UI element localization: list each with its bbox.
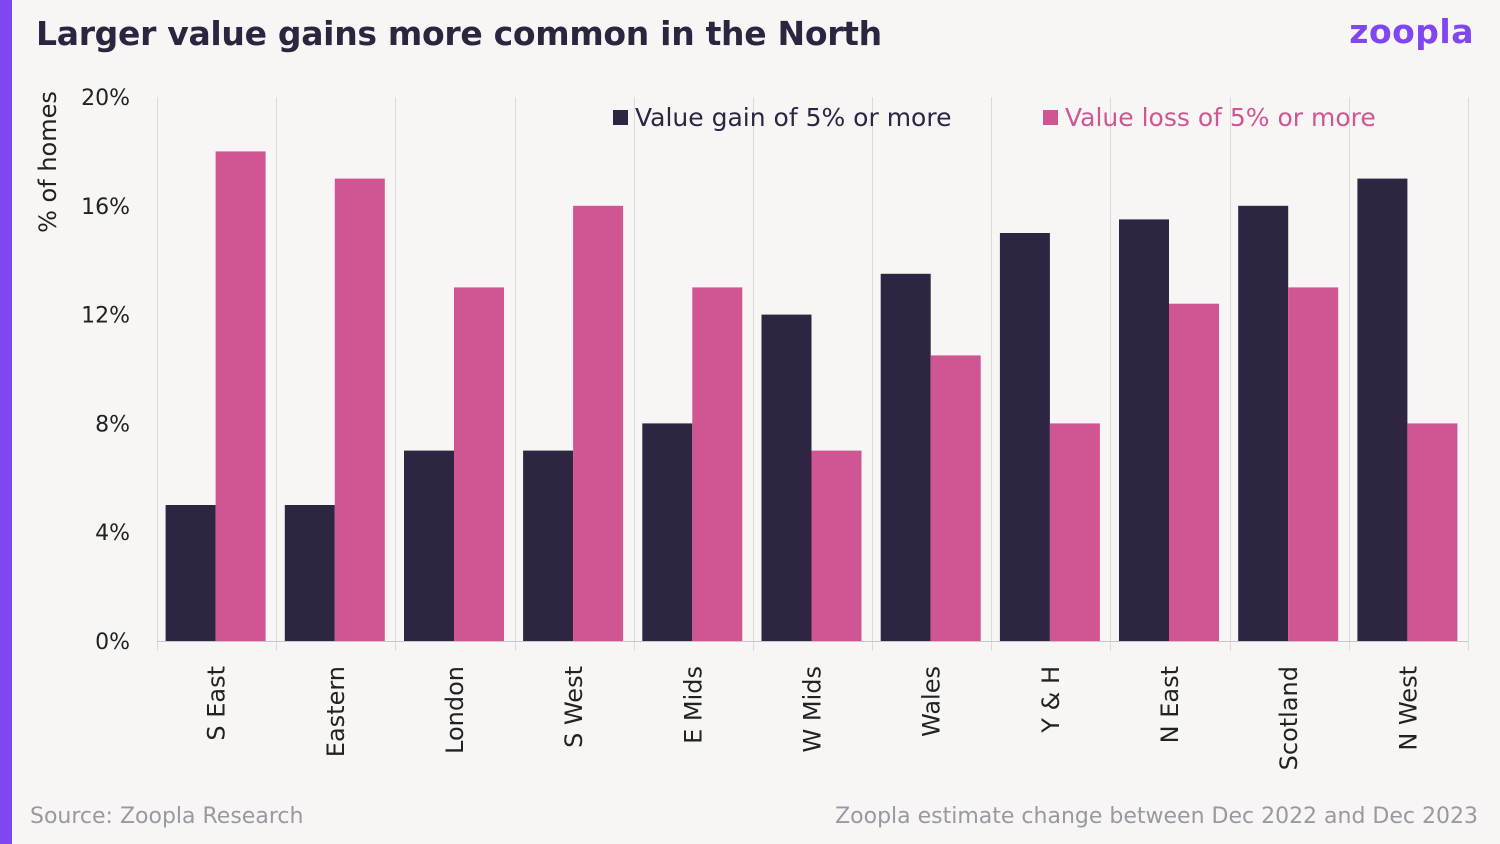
x-axis-categories: S East Eastern London S West E Mids W Mids Wal… <box>203 666 1423 770</box>
chart-bars <box>165 151 1458 642</box>
bar-gain-w-mids <box>761 314 812 641</box>
zoopla-logo: zoopla <box>1349 12 1474 51</box>
bar-gain-eastern <box>284 505 335 641</box>
bar-loss-scotland <box>1288 287 1339 641</box>
bar-gain-london <box>404 450 454 641</box>
legend: Value gain of 5% or more Value loss of 5… <box>613 103 1376 132</box>
bar-loss-n-east <box>1169 303 1219 641</box>
y-tick-label: 20% <box>81 86 130 111</box>
x-category-label: S West <box>560 666 588 748</box>
x-category-label: Y & H <box>1037 666 1065 734</box>
bar-loss-w-mids <box>811 450 862 641</box>
bar-gain-n-east <box>1119 219 1169 641</box>
bar-gain-s-west <box>523 450 574 641</box>
chart-grid <box>157 97 1469 651</box>
bar-gain-n-west <box>1357 178 1408 641</box>
y-tick-label: 4% <box>95 521 130 546</box>
accent-bar <box>0 0 12 844</box>
y-axis-ticks: 0% 4% 8% 12% 16% 20% <box>81 86 130 655</box>
bar-gain-wales <box>880 273 931 641</box>
y-tick-label: 16% <box>81 195 130 220</box>
legend-swatch-loss <box>1043 110 1058 125</box>
bar-loss-eastern <box>334 178 385 641</box>
bar-loss-london <box>454 287 504 641</box>
bar-gain-y-h <box>999 233 1050 641</box>
bar-loss-e-mids <box>692 287 743 641</box>
bar-loss-s-west <box>573 205 624 642</box>
bar-gain-s-east <box>165 505 216 641</box>
bar-gain-e-mids <box>642 423 693 641</box>
x-category-label: Eastern <box>322 666 350 757</box>
chart-title: Larger value gains more common in the No… <box>36 14 882 53</box>
x-category-label: S East <box>203 666 231 741</box>
y-tick-label: 8% <box>95 412 130 437</box>
bar-loss-n-west <box>1407 423 1458 641</box>
legend-swatch-gain <box>613 110 628 125</box>
legend-label-gain: Value gain of 5% or more <box>635 103 951 132</box>
x-category-label: N West <box>1394 666 1422 751</box>
date-range-note: Zoopla estimate change between Dec 2022 … <box>835 804 1478 829</box>
x-category-label: Scotland <box>1275 666 1303 770</box>
x-category-label: W Mids <box>799 666 827 752</box>
bar-loss-y-h <box>1049 423 1100 641</box>
x-category-label: Wales <box>918 666 946 737</box>
legend-label-loss: Value loss of 5% or more <box>1065 103 1376 132</box>
bar-loss-wales <box>930 355 981 641</box>
source-note: Source: Zoopla Research <box>30 804 304 829</box>
y-tick-label: 0% <box>95 630 130 655</box>
x-category-label: London <box>441 666 469 754</box>
x-category-label: N East <box>1156 666 1184 743</box>
y-tick-label: 12% <box>81 304 130 329</box>
bar-loss-s-east <box>215 151 266 641</box>
x-category-label: E Mids <box>679 666 707 744</box>
y-axis-label: % of homes <box>34 91 62 233</box>
bar-gain-scotland <box>1238 205 1289 642</box>
